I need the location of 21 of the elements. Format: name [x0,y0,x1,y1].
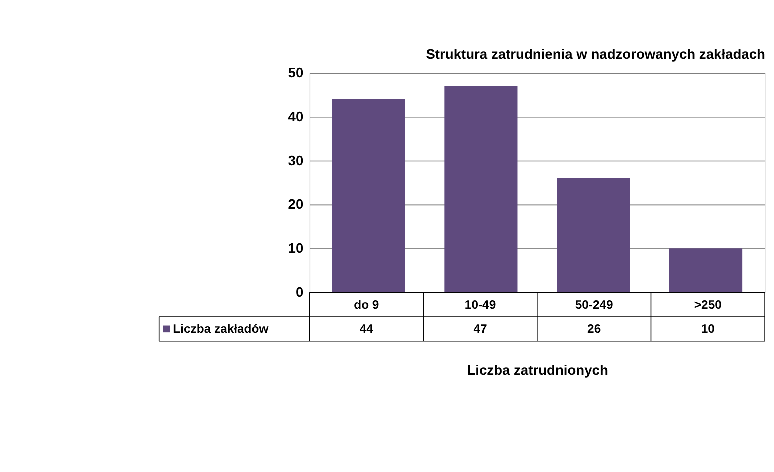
bar [557,178,630,293]
y-tick-label: 30 [288,152,304,168]
y-tick-label: 40 [288,108,304,124]
y-tick-label: 20 [288,196,304,212]
y-tick-label: 50 [288,64,304,81]
y-tick-label: 10 [288,240,304,256]
y-tick-label: 0 [296,284,304,300]
x-axis-title: Liczba zatrudnionych [467,362,608,378]
legend-label: Liczba zakładów [173,322,270,336]
bar [670,248,743,293]
data-label: 26 [588,322,602,336]
bar [332,99,406,293]
chart-title: Struktura zatrudnienia w nadzorowanych zakładach [426,46,766,62]
data-label: 47 [474,322,488,336]
x-tick-label: do 9 [354,298,380,312]
data-label: 44 [360,322,374,336]
x-tick-label: 50-249 [575,298,614,312]
x-tick-label: >250 [694,298,722,312]
x-tick-label: 10-49 [464,298,496,312]
data-label: 10 [701,322,716,336]
bar [444,86,518,293]
